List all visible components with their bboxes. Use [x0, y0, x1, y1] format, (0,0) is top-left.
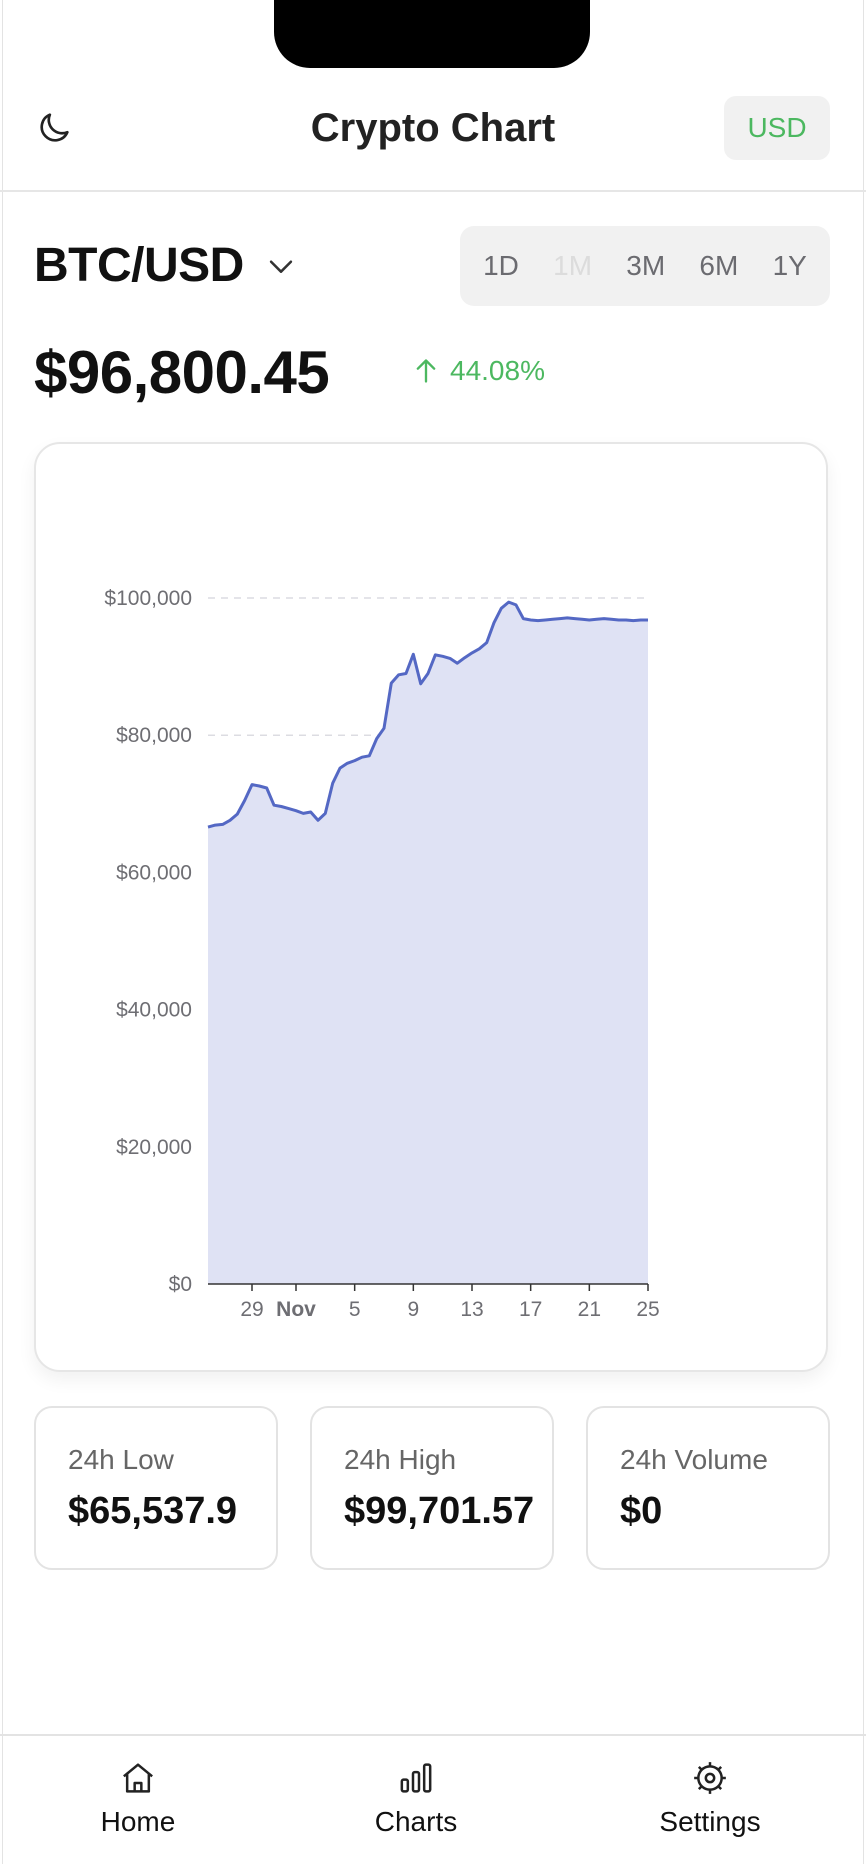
stat-value: $65,537.9 — [68, 1490, 238, 1532]
tab-charts[interactable]: Charts — [316, 1758, 516, 1838]
currency-button[interactable]: USD — [724, 96, 830, 160]
range-3m-button[interactable]: 3M — [626, 250, 666, 281]
y-tick-label: $20,000 — [116, 1136, 192, 1159]
theme-toggle-button[interactable] — [34, 108, 74, 148]
pair-selector[interactable]: BTC/USD — [34, 238, 298, 293]
tab-label: Settings — [659, 1806, 761, 1837]
x-tick-label: 17 — [519, 1298, 542, 1321]
price-area — [208, 602, 648, 1284]
stat-value: $99,701.57 — [344, 1490, 535, 1532]
price-change-value: 44.08% — [450, 355, 545, 386]
tab-home[interactable]: Home — [38, 1758, 238, 1838]
stat-label: 24h Volume — [620, 1444, 768, 1475]
chevron-down-icon — [269, 259, 293, 273]
bottom-tab-bar: Home Charts Settings — [0, 1734, 866, 1864]
tab-label: Home — [100, 1806, 176, 1837]
range-1m-button[interactable]: 1M — [553, 250, 593, 281]
x-tick-label: Nov — [276, 1298, 316, 1321]
range-6m-button[interactable]: 6M — [699, 250, 739, 281]
x-tick-label: 25 — [636, 1298, 659, 1321]
home-icon — [123, 1763, 153, 1793]
stat-24h-high: 24h High $99,701.57 — [310, 1406, 554, 1570]
stat-label: 24h Low — [68, 1444, 174, 1475]
x-tick-label: 9 — [407, 1298, 419, 1321]
y-tick-label: $0 — [169, 1273, 192, 1296]
price-line — [207, 600, 648, 829]
price-chart: $0 $20,000 $40,000 $60,000 $80,000 $100,000 29… — [104, 587, 659, 1321]
device-notch — [274, 0, 590, 68]
tab-settings[interactable]: Settings — [610, 1758, 810, 1838]
range-1y-button[interactable]: 1Y — [772, 250, 807, 281]
price-chart-card: $0 $20,000 $40,000 $60,000 $80,000 $100,000 29… — [34, 442, 828, 1372]
stat-value: $0 — [620, 1490, 663, 1532]
stat-24h-volume: 24h Volume $0 — [586, 1406, 830, 1570]
y-tick-label: $60,000 — [116, 861, 192, 884]
app-header: Crypto Chart USD — [0, 90, 866, 192]
range-1d-button[interactable]: 1D — [483, 250, 519, 281]
y-tick-label: $40,000 — [116, 999, 192, 1022]
x-tick-label: 29 — [240, 1298, 263, 1321]
time-range-selector: 1D 1M 3M 6M 1Y — [460, 226, 830, 306]
current-price: $96,800.45 — [34, 339, 330, 406]
y-tick-label: $80,000 — [116, 724, 192, 747]
x-tick-label: 21 — [578, 1298, 601, 1321]
arrow-up-icon — [416, 359, 436, 383]
stat-24h-low: 24h Low $65,537.9 — [34, 1406, 278, 1570]
price-change: 44.08% — [412, 355, 545, 387]
stat-label: 24h High — [344, 1444, 457, 1475]
tab-label: Charts — [374, 1806, 458, 1837]
moon-icon — [40, 113, 69, 142]
x-tick-label: 5 — [349, 1298, 361, 1321]
y-tick-label: $100,000 — [104, 587, 192, 610]
bar-chart-icon — [400, 1763, 432, 1793]
pair-label: BTC/USD — [34, 239, 244, 292]
x-tick-label: 13 — [460, 1298, 483, 1321]
page-title: Crypto Chart — [310, 106, 556, 150]
gear-icon — [694, 1762, 726, 1794]
